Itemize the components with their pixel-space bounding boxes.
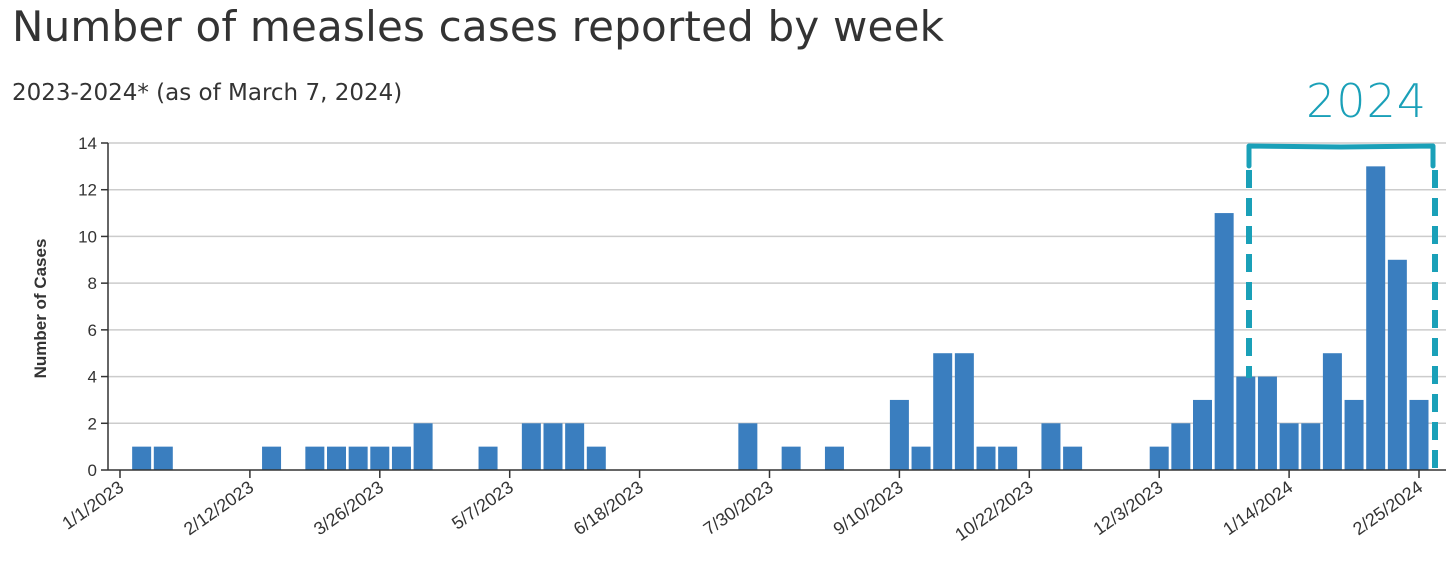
- y-tick-label: 2: [88, 414, 97, 433]
- bar-week-44: [1063, 446, 1083, 470]
- bar-week-13: [391, 446, 411, 470]
- y-tick-label: 10: [78, 227, 97, 246]
- bar-week-14: [413, 423, 433, 470]
- bar-week-50: [1193, 399, 1212, 470]
- bar-week-39: [954, 353, 974, 470]
- chart-title: Number of measles cases reported by week: [12, 2, 945, 51]
- y-tick-label: 12: [78, 181, 97, 200]
- bar-week-58: [1366, 166, 1386, 470]
- x-tick-label: 2/12/2023: [180, 477, 257, 539]
- x-tick-label: 2/25/2024: [1349, 477, 1426, 539]
- bar-week-29: [738, 423, 758, 470]
- bar-week-36: [889, 399, 909, 470]
- bar-week-31: [781, 446, 801, 470]
- annotation-bracket: [1246, 143, 1438, 470]
- x-tick-label: 1/1/2023: [58, 477, 127, 534]
- bar-week-53: [1257, 376, 1277, 470]
- x-tick-label: 10/22/2023: [951, 477, 1036, 545]
- x-tick-label: 9/10/2023: [830, 477, 907, 539]
- bar-week-10: [327, 446, 346, 470]
- bar-week-60: [1409, 399, 1429, 470]
- x-tick-label: 5/7/2023: [448, 477, 517, 534]
- y-tick-label: 4: [88, 368, 97, 387]
- bar-week-49: [1171, 423, 1191, 470]
- bar-week-7: [262, 446, 282, 470]
- y-axis-label: Number of Cases: [31, 239, 50, 379]
- bar-week-41: [998, 446, 1018, 470]
- y-tick-label: 8: [88, 274, 97, 293]
- bar-week-54: [1279, 423, 1299, 470]
- annotation-2024-label: 2024: [1306, 74, 1428, 128]
- bar-week-40: [976, 446, 996, 470]
- bar-week-22: [586, 446, 606, 470]
- bar-week-52: [1236, 376, 1256, 470]
- bar-week-12: [370, 446, 390, 470]
- bar-week-56: [1322, 353, 1342, 470]
- bar-week-48: [1149, 446, 1169, 470]
- bar-week-17: [478, 446, 498, 470]
- bar-week-33: [824, 446, 844, 470]
- x-tick-label: 6/18/2023: [570, 477, 647, 539]
- bars: [132, 166, 1429, 471]
- bar-week-20: [543, 423, 563, 470]
- bar-week-51: [1214, 213, 1234, 471]
- bar-week-59: [1387, 259, 1407, 470]
- x-tick-label: 3/26/2023: [310, 477, 387, 539]
- bar-week-43: [1041, 423, 1061, 470]
- bar-week-1: [132, 446, 152, 470]
- bracket-top: [1246, 143, 1436, 169]
- bar-week-21: [565, 423, 585, 470]
- bar-week-38: [933, 353, 953, 470]
- chart-subtitle: 2023-2024* (as of March 7, 2024): [12, 80, 403, 106]
- x-tick-label: 7/30/2023: [700, 477, 777, 539]
- y-tick-label: 6: [88, 321, 97, 340]
- x-tick-label: 12/3/2023: [1089, 477, 1166, 539]
- bar-week-19: [521, 423, 541, 470]
- axes: 0 2 4 6 8 10 12 14 Number of Cases 1/1/2023 2/12/2…: [31, 134, 1446, 545]
- x-tick-label: 1/14/2024: [1219, 477, 1296, 539]
- bar-week-9: [305, 446, 325, 470]
- y-tick-label: 0: [88, 461, 97, 480]
- bar-week-2: [153, 446, 173, 470]
- y-tick-label: 14: [78, 134, 97, 153]
- bar-week-11: [348, 446, 368, 470]
- bar-week-55: [1301, 423, 1321, 470]
- bar-week-57: [1344, 399, 1364, 470]
- bar-week-37: [911, 446, 931, 470]
